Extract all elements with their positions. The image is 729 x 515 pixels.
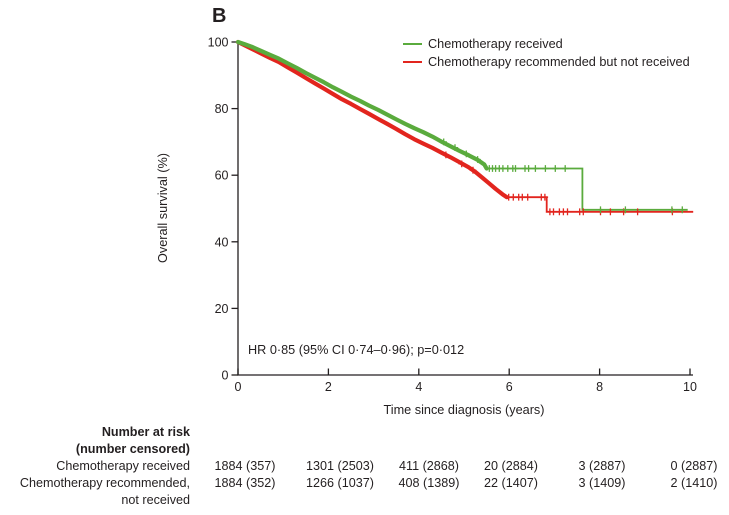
svg-text:10: 10 <box>683 380 697 394</box>
risk-table-header: (number censored) <box>75 442 190 456</box>
risk-cell: 20 (2884) <box>484 459 538 473</box>
risk-cell: 1301 (2503) <box>306 459 374 473</box>
risk-cell: 22 (1407) <box>484 476 538 490</box>
risk-cell: 1884 (352) <box>214 476 276 490</box>
legend-item-chemo-received: Chemotherapy received <box>403 35 690 53</box>
hazard-ratio-annotation: HR 0·85 (95% CI 0·74–0·96); p=0·012 <box>248 343 465 357</box>
svg-text:100: 100 <box>208 36 229 50</box>
svg-text:20: 20 <box>215 302 229 316</box>
svg-text:80: 80 <box>215 102 229 116</box>
risk-cell: 1884 (357) <box>214 459 276 473</box>
svg-text:4: 4 <box>415 380 422 394</box>
svg-text:0: 0 <box>235 380 242 394</box>
risk-table-header: Number at risk <box>101 425 190 439</box>
risk-row-label: Chemotherapy recommended, <box>19 476 190 490</box>
svg-text:0: 0 <box>222 369 229 383</box>
risk-cell: 0 (2887) <box>670 459 718 473</box>
svg-text:6: 6 <box>506 380 513 394</box>
risk-cell: 1266 (1037) <box>306 476 374 490</box>
legend-label: Chemotherapy recommended but not receive… <box>428 55 690 69</box>
legend: Chemotherapy received Chemotherapy recom… <box>403 35 690 71</box>
risk-cell: 3 (1409) <box>578 476 626 490</box>
x-axis-title: Time since diagnosis (years) <box>383 403 545 417</box>
red-line-swatch-icon <box>403 60 422 64</box>
risk-cell: 3 (2887) <box>578 459 626 473</box>
legend-label: Chemotherapy received <box>428 37 563 51</box>
risk-cell: 408 (1389) <box>398 476 460 490</box>
risk-row-label: Chemotherapy received <box>56 459 190 473</box>
legend-item-chemo-not-received: Chemotherapy recommended but not receive… <box>403 53 690 71</box>
svg-text:40: 40 <box>215 235 229 249</box>
risk-cell: 2 (1410) <box>670 476 718 490</box>
km-plot: 0 20 40 60 80 100 0 2 4 6 8 10 <box>208 36 697 395</box>
green-line-swatch-icon <box>403 42 422 46</box>
svg-text:2: 2 <box>325 380 332 394</box>
risk-row-label: not received <box>121 493 190 507</box>
risk-cell: 411 (2868) <box>399 459 459 473</box>
svg-text:60: 60 <box>215 169 229 183</box>
panel-label: B <box>212 5 227 27</box>
svg-text:8: 8 <box>596 380 603 394</box>
y-axis-title: Overall survival (%) <box>156 153 170 263</box>
